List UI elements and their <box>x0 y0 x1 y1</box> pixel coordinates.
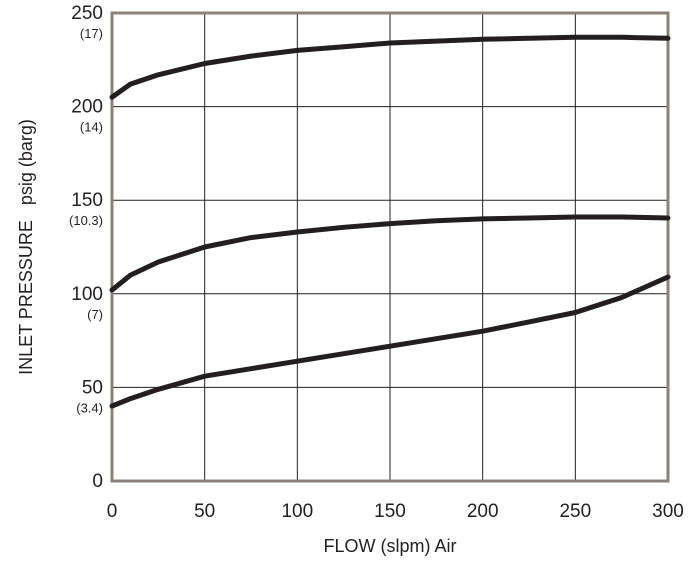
x-tick-label: 50 <box>194 501 215 522</box>
y-tick-sublabel: (7) <box>87 307 103 322</box>
x-tick-label: 200 <box>467 501 499 522</box>
x-tick-label: 100 <box>281 501 313 522</box>
series-line-1 <box>109 34 671 100</box>
x-axis-title: FLOW (slpm) Air <box>324 536 457 556</box>
y-axis-title: INLET PRESSURE psig (barg) <box>16 119 36 375</box>
y-tick-label: 50 <box>82 377 103 398</box>
x-tick-label: 300 <box>652 501 684 522</box>
y-tick-sublabel: (17) <box>80 26 103 41</box>
y-tick-sublabel: (14) <box>80 120 103 135</box>
y-tick-label: 200 <box>71 97 103 118</box>
x-tick-label: 0 <box>107 501 118 522</box>
y-tick-sublabel: (3.4) <box>76 400 103 415</box>
y-tick-label: 0 <box>92 471 103 492</box>
y-tick-sublabel: (10.3) <box>69 213 103 228</box>
y-tick-label: 100 <box>71 284 103 305</box>
x-tick-label: 150 <box>374 501 406 522</box>
series-layer <box>109 34 671 409</box>
y-tick-label: 250 <box>71 3 103 24</box>
y-tick-label: 150 <box>71 190 103 211</box>
grid-lines <box>112 13 668 481</box>
series-line-2 <box>109 214 671 293</box>
x-tick-label: 250 <box>559 501 591 522</box>
series-line-3 <box>109 274 671 409</box>
tick-labels: 0 50 100 150 200 250 300 0 50 (3.4) 100 (7) 150 (10.3… <box>69 3 684 522</box>
plot-frame <box>110 11 670 483</box>
